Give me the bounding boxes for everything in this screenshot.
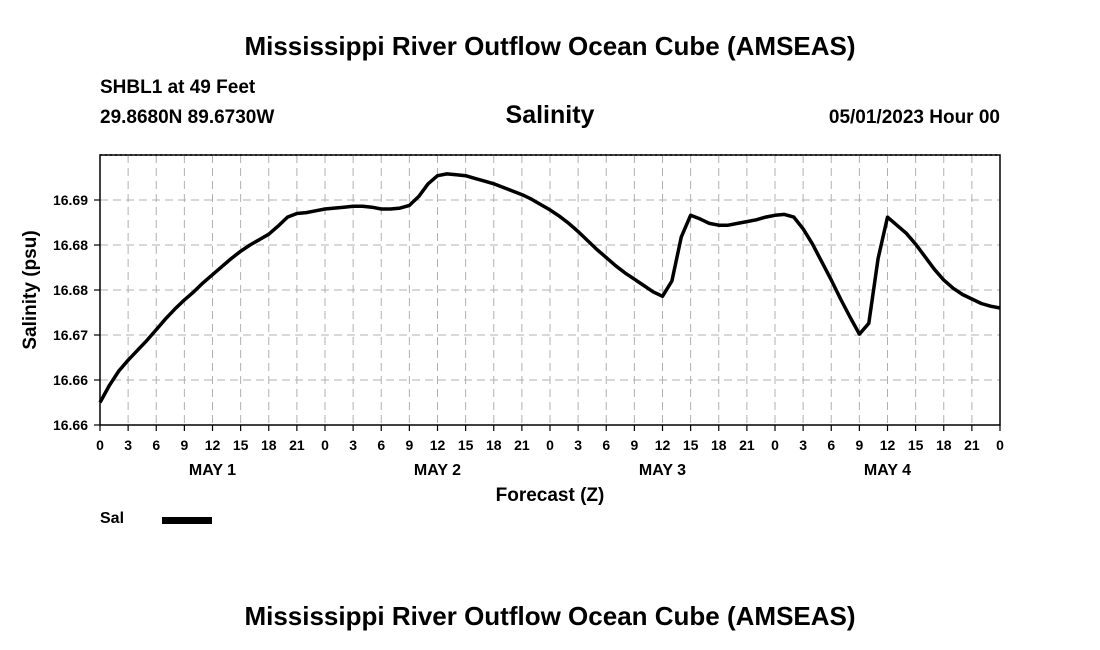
x-axis-label: Forecast (Z): [496, 485, 605, 506]
axis-ticks: 0 3 6 9 12 15 18 21 0 3 6 9 12 15 18 21 0 3 6 9 12 15 18 21 0 3 6 9…: [53, 192, 1004, 479]
x-tick-label: 15: [233, 437, 249, 453]
chart-title: Salinity: [505, 101, 595, 129]
x-tick-label: 12: [205, 437, 221, 453]
x-tick-label: 18: [936, 437, 952, 453]
y-tick-label: 16.68: [53, 237, 88, 253]
page-title-bottom: Mississippi River Outflow Ocean Cube (AM…: [244, 601, 856, 631]
x-tick-label: 21: [739, 437, 755, 453]
x-tick-label: 9: [405, 437, 413, 453]
y-tick-label: 16.66: [53, 417, 88, 433]
x-tick-label: 6: [152, 437, 160, 453]
day-label: MAY 4: [864, 462, 911, 479]
page-title-top: Mississippi River Outflow Ocean Cube (AM…: [244, 31, 856, 61]
legend-line-swatch: [162, 517, 212, 524]
x-tick-label: 21: [964, 437, 980, 453]
x-tick-label: 15: [683, 437, 699, 453]
x-tick-label: 3: [799, 437, 807, 453]
x-tick-label: 9: [630, 437, 638, 453]
x-tick-label: 0: [771, 437, 779, 453]
x-tick-label: 9: [855, 437, 863, 453]
x-tick-label: 18: [261, 437, 277, 453]
legend-series-name: Sal: [100, 510, 125, 527]
x-tick-label: 21: [514, 437, 530, 453]
x-tick-label: 6: [602, 437, 610, 453]
x-tick-label: 6: [827, 437, 835, 453]
x-tick-label: 0: [321, 437, 329, 453]
x-tick-label: 12: [430, 437, 446, 453]
x-tick-label: 3: [349, 437, 357, 453]
salinity-series-line: [98, 172, 1001, 404]
station-label: SHBL1 at 49 Feet: [100, 77, 256, 98]
x-tick-label: 6: [377, 437, 385, 453]
x-tick-label: 21: [289, 437, 305, 453]
y-tick-label: 16.69: [53, 192, 88, 208]
forecast-datetime: 05/01/2023 Hour 00: [828, 107, 1000, 128]
y-axis-label: Salinity (psu): [20, 230, 41, 349]
coordinates-label: 29.8680N 89.6730W: [100, 107, 275, 128]
day-label: MAY 2: [414, 462, 461, 479]
y-tick-label: 16.68: [53, 282, 88, 298]
x-tick-label: 9: [180, 437, 188, 453]
x-tick-label: 0: [96, 437, 104, 453]
x-tick-label: 18: [711, 437, 727, 453]
x-tick-label: 0: [996, 437, 1004, 453]
x-tick-label: 3: [574, 437, 582, 453]
grid-lines: [100, 154, 1000, 425]
x-tick-label: 0: [546, 437, 554, 453]
x-tick-label: 12: [880, 437, 896, 453]
day-label: MAY 1: [189, 462, 236, 479]
day-label: MAY 3: [639, 462, 686, 479]
x-tick-label: 12: [655, 437, 671, 453]
x-tick-label: 3: [124, 437, 132, 453]
y-tick-label: 16.67: [53, 327, 88, 343]
x-tick-label: 15: [458, 437, 474, 453]
x-tick-label: 18: [486, 437, 502, 453]
x-tick-label: 15: [908, 437, 924, 453]
y-tick-label: 16.66: [53, 372, 88, 388]
